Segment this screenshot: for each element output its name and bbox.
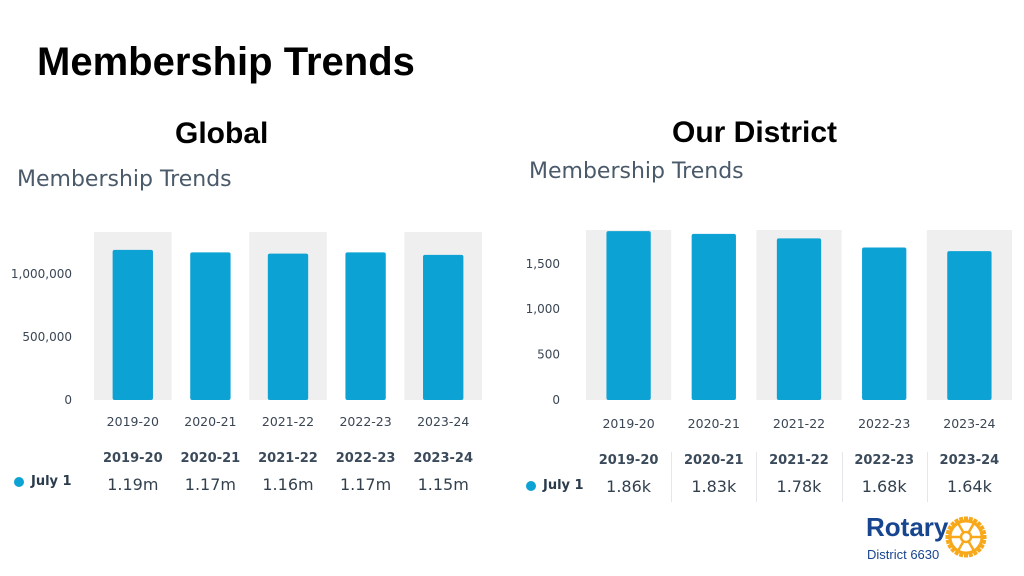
global-summary-header: 2023-24 [413,451,474,466]
district-y-tick-label: 1,000 [526,302,560,316]
rotary-district-label: District 6630 [867,547,940,562]
district-chart-plot: 1,500 1,000 500 0 2019-20 2020-21 2021-22 2022-… [526,230,1012,431]
global-summary-header: 2021-22 [258,451,318,466]
global-chart-plot: 1,000,000 500,000 0 2019-20 2020-21 2021-22 20… [11,232,482,429]
global-summary-header: 2019-20 [102,451,163,466]
district-panel-heading: Our District [672,116,838,149]
district-legend-dot [526,480,536,491]
global-x-tick-label: 2022-23 [339,414,391,429]
district-y-tick-label: 1,500 [526,257,560,271]
district-x-tick-label: 2023-24 [943,416,995,431]
global-summary-value: 1.17m [184,475,236,494]
district-summary-header: 2022-23 [854,453,915,468]
global-summary-column: 2022-23 1.17m [327,450,405,496]
global-summary-table: July 1 2019-20 1.19m 2020-21 1.17m 2021-22 1.… [0,450,500,510]
rotary-wheel-icon [945,516,987,558]
district-legend: July 1 [526,478,584,493]
district-summary-table: July 1 2019-20 1.86k 2020-21 1.83k 2021-22 1.… [510,452,1015,512]
global-membership-chart: Membership Trends 1,000,000 500,000 0 2019-… [0,160,500,510]
district-summary-separator [756,452,758,502]
district-y-tick-label: 0 [552,393,560,407]
district-summary-column: 2019-20 1.86k [586,452,671,498]
district-summary-value: 1.64k [946,477,992,496]
rotary-logo: Rotary District 6630 [866,513,990,565]
district-bar-2021-22[interactable] [776,238,822,400]
district-bar-2023-24[interactable] [947,251,992,400]
district-summary-value: 1.83k [691,477,737,496]
global-summary-value: 1.19m [107,475,159,494]
global-summary-column: 2020-21 1.17m [172,450,250,496]
district-x-tick-label: 2019-20 [602,416,654,431]
district-summary-value: 1.86k [606,477,652,496]
district-summary-column: 2023-24 1.64k [927,452,1012,498]
global-y-tick-label: 500,000 [22,330,72,344]
district-x-tick-label: 2021-22 [773,416,825,431]
global-summary-header: 2020-21 [180,451,241,466]
global-bar-2019-20[interactable] [112,249,153,400]
global-x-tick-label: 2023-24 [417,414,469,429]
global-summary-value: 1.17m [339,475,392,494]
district-bar-2022-23[interactable] [862,247,907,400]
global-legend: July 1 [14,474,72,489]
district-summary-header: 2021-22 [769,453,829,468]
global-legend-dot [14,476,24,487]
district-membership-chart: Membership Trends 1,500 1,000 500 0 2019-20 2… [510,152,1015,514]
global-bar-2021-22[interactable] [267,253,309,400]
slide-title: Membership Trends [37,40,415,84]
rotary-wordmark: Rotary [866,512,949,542]
district-summary-value: 1.78k [776,477,822,496]
global-summary-value: 1.16m [262,475,314,494]
global-x-tick-label: 2021-22 [262,414,314,429]
district-summary-separator [671,452,673,502]
district-summary-separator [926,452,928,502]
district-summary-header: 2019-20 [598,453,659,468]
global-summary-column: 2019-20 1.19m [94,450,172,496]
global-legend-label: July 1 [31,474,72,489]
global-summary-header: 2022-23 [335,451,396,466]
district-bar-2019-20[interactable] [606,231,651,400]
district-x-tick-label: 2020-21 [688,416,740,431]
district-summary-column: 2021-22 1.78k [756,452,841,498]
global-bar-2023-24[interactable] [423,254,464,400]
global-x-tick-label: 2020-21 [184,414,236,429]
district-chart-title: Membership Trends [529,159,744,184]
district-summary-header: 2023-24 [939,453,1000,468]
global-bar-2020-21[interactable] [190,252,231,400]
global-panel-heading: Global [175,117,269,150]
district-summary-header: 2020-21 [683,453,744,468]
global-chart-title: Membership Trends [17,167,232,192]
district-bar-2020-21[interactable] [691,233,736,400]
global-summary-column: 2023-24 1.15m [404,450,482,496]
global-summary-value: 1.15m [417,475,469,494]
global-x-tick-label: 2019-20 [107,414,159,429]
district-summary-value: 1.68k [861,477,907,496]
global-y-tick-label: 1,000,000 [11,267,72,281]
global-summary-column: 2021-22 1.16m [249,450,327,496]
district-y-tick-label: 500 [537,348,560,362]
district-summary-column: 2020-21 1.83k [671,452,756,498]
global-y-tick-label: 0 [64,393,72,407]
district-x-tick-label: 2022-23 [858,416,910,431]
district-legend-label: July 1 [543,478,584,493]
district-summary-column: 2022-23 1.68k [842,452,927,498]
global-bar-2022-23[interactable] [345,252,386,400]
district-summary-separator [841,452,843,502]
